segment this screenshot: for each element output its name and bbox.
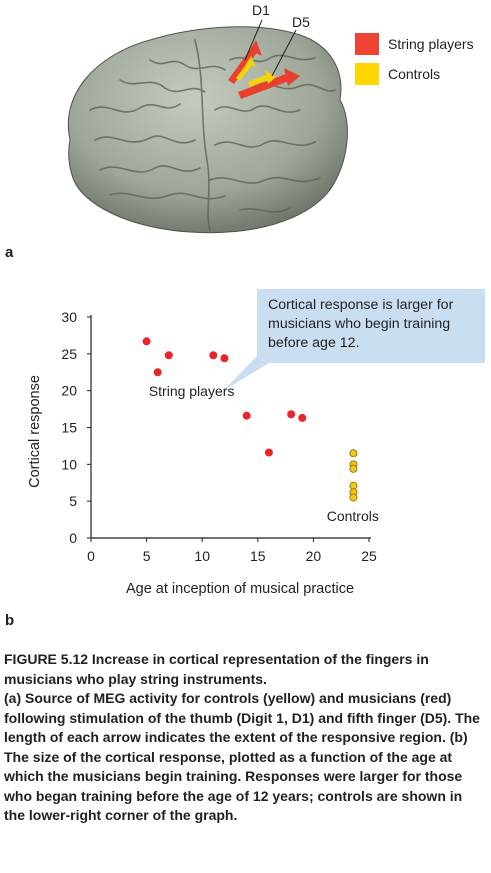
scatter-chart: 0 5 10 15 20 25 0 5 10 15 20 25 30 String players Con…	[27, 309, 379, 597]
string-player-point	[242, 411, 251, 420]
d5-control-arrow	[248, 75, 268, 87]
x-tick-label: 25	[361, 548, 377, 564]
d1-string-arrow	[228, 47, 258, 84]
y-tick-label: 0	[69, 530, 77, 546]
callout-pointer	[223, 355, 280, 391]
control-point	[349, 493, 358, 502]
x-tick-label: 10	[194, 548, 210, 564]
y-tick-label: 30	[61, 309, 77, 325]
control-point	[349, 481, 358, 490]
d1-label: D1	[252, 2, 270, 18]
chart-points	[142, 337, 358, 502]
chart-annotations: String players Controls	[149, 383, 379, 524]
caption-title: FIGURE 5.12 Increase in cortical represe…	[4, 651, 429, 687]
panel-b-letter: b	[5, 612, 15, 629]
d1-leader-line	[244, 19, 263, 61]
string-player-point	[220, 354, 229, 363]
d1-arrows	[228, 40, 262, 84]
legend-label-string-players: String players	[388, 36, 474, 52]
annotation-controls: Controls	[327, 508, 379, 524]
string-player-point	[142, 337, 151, 346]
callout-text: Cortical response is larger for musician…	[268, 297, 454, 351]
x-tick-label: 0	[87, 548, 95, 564]
d1-control-arrow	[236, 62, 252, 81]
d5-arrows	[238, 68, 300, 99]
string-player-point	[209, 351, 218, 360]
string-player-point	[153, 368, 162, 377]
x-tick-label: 15	[250, 548, 266, 564]
legend-label-controls: Controls	[388, 66, 441, 82]
d5-leader-line	[271, 29, 297, 77]
x-tick-label: 20	[306, 548, 322, 564]
legend-swatch-controls	[355, 63, 379, 85]
y-tick-label: 5	[69, 493, 77, 509]
y-tick-label: 20	[61, 383, 77, 399]
brain-illustration	[67, 19, 348, 234]
callout-box	[257, 289, 485, 363]
string-player-point	[164, 351, 173, 360]
control-point	[349, 464, 358, 473]
y-tick-label: 10	[61, 456, 77, 472]
control-point	[349, 449, 358, 458]
figure-caption: FIGURE 5.12 Increase in cortical represe…	[4, 650, 487, 826]
d5-label: D5	[292, 14, 310, 30]
string-player-point	[264, 448, 273, 457]
y-axis-label: Cortical response	[27, 375, 43, 488]
x-axis-label: Age at inception of musical practice	[126, 581, 354, 597]
x-tick-label: 5	[143, 548, 151, 564]
y-tick-label: 25	[61, 346, 77, 362]
y-tick-label: 15	[61, 420, 77, 436]
chart-ticks: 0 5 10 15 20 25 0 5 10 15 20 25 30	[61, 309, 377, 564]
string-player-point	[298, 413, 307, 422]
d5-string-arrow	[238, 74, 289, 99]
chart-axes	[90, 315, 371, 539]
caption-body: (a) Source of MEG activity for controls …	[4, 690, 480, 823]
annotation-string-players: String players	[149, 383, 235, 399]
panel-a-letter: a	[5, 244, 14, 261]
string-player-point	[287, 410, 296, 419]
legend-swatch-string-players	[355, 33, 379, 55]
